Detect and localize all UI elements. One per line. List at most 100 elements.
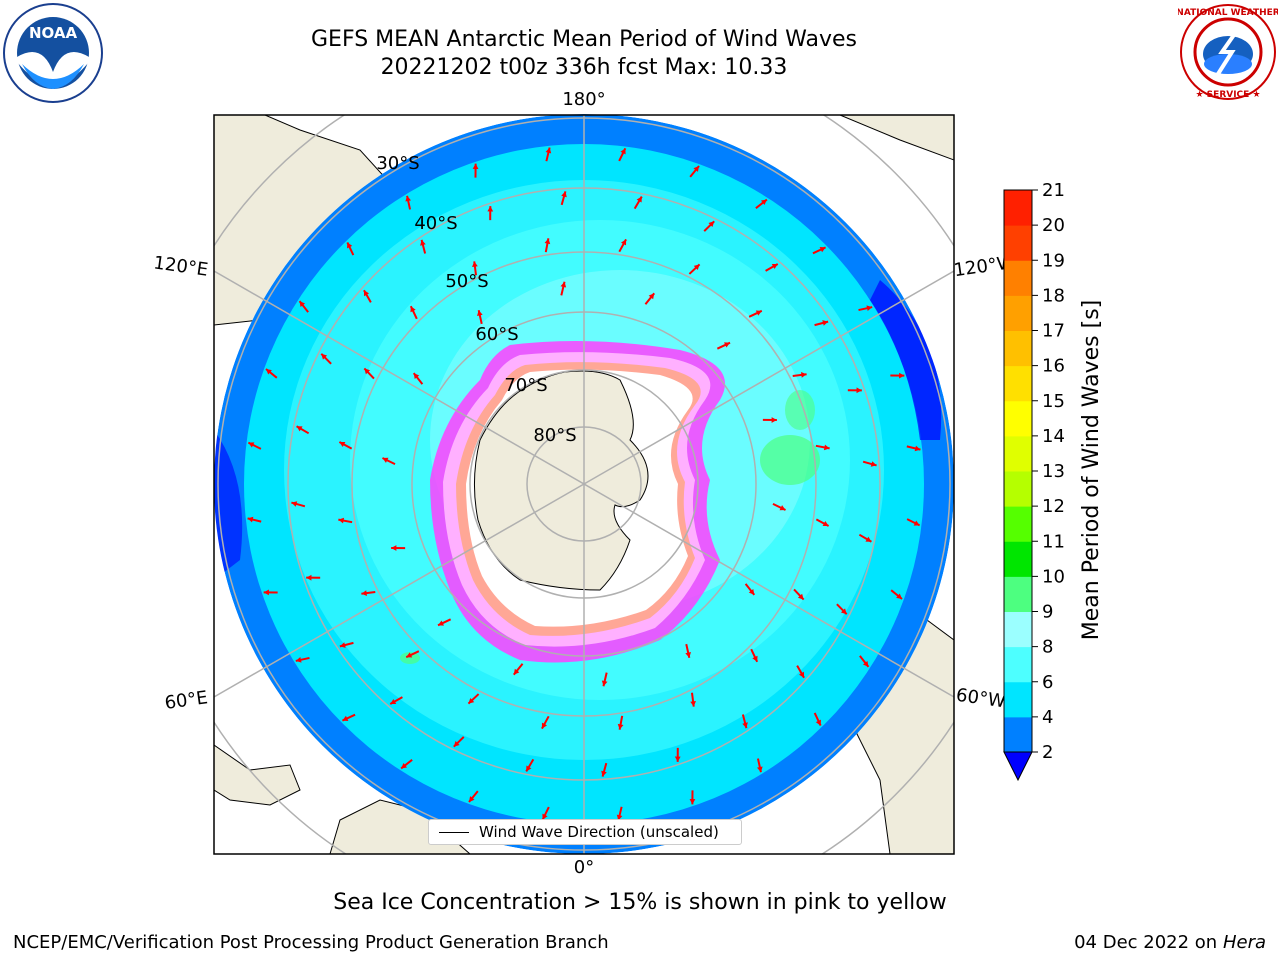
wind-arrow-head [542,813,548,820]
wind-arrow-head [265,368,272,375]
wind-arrow-head [823,444,830,451]
wind-arrow-head [468,697,475,704]
wind-arrow-head [840,608,847,615]
wind-arrow-head [865,536,872,542]
colorbar-segment [1004,330,1032,367]
legend-line-swatch [439,832,469,833]
colorbar-tick-label: 4 [1042,707,1053,728]
lat-label-80s: 80°S [533,425,576,446]
noaa-logo: NOAA [3,3,103,103]
wind-arrow-head [413,373,420,380]
wind-arrow-head [748,588,755,595]
footer-branch: NCEP/EMC/Verification Post Processing Pr… [13,932,609,953]
colorbar-tick-label: 6 [1042,672,1053,693]
lat-label-70s: 70°S [504,375,547,396]
colorbar-tick-label: 15 [1042,391,1065,412]
colorbar-segment [1004,260,1032,296]
wind-arrow-head [771,417,777,423]
colorbar-tick-label: 11 [1042,531,1065,552]
wind-arrow-head [617,723,624,730]
wind-arrow-head [689,799,696,805]
wind-arrow-head [248,442,255,448]
svg-text:NATIONAL WEATHER: NATIONAL WEATHER [1178,8,1278,18]
wind-arrow-head [437,620,444,626]
wind-arrow-head [674,756,681,762]
wind-arrow-head [364,368,371,375]
colorbar-segment [1004,400,1032,437]
wind-arrow-field [247,147,921,821]
wind-arrow-head [771,263,778,270]
colorbar-segment [1004,541,1032,577]
colorbar-label: Mean Period of Wind Waves [s] [1079,300,1104,640]
wind-arrow-head [561,191,567,198]
wind-arrow-head [339,441,346,448]
wind-arrow-head [620,148,626,155]
wind-arrow-head [870,461,877,467]
wind-arrow-head [798,671,805,678]
lon-label-120e: 120°E [152,252,209,280]
wind-arrow-head [361,590,367,596]
wind-arrow-head [541,722,548,729]
wind-arrow-head [420,239,426,246]
graticule [214,115,954,854]
lon-label-0: 0° [574,857,594,878]
map-frame [213,114,955,855]
wind-arrow-head [487,206,494,212]
colorbar-tick-label: 19 [1042,250,1065,271]
wind-arrow-head [295,657,302,663]
wind-arrow-head [321,353,328,360]
wind-arrow-head [405,195,411,202]
wind-arrow-head [468,796,475,803]
wind-arrow-head [760,199,767,206]
wind-arrow-head [472,261,478,267]
wind-arrow-head [545,147,552,154]
wind-arrow-head [693,264,700,271]
wind-arrow-head [406,652,413,658]
colorbar-segment [1004,295,1032,331]
wind-arrow-head [601,770,607,777]
colorbar: 21 20 19 18 17 16 15 14 13 12 11 10 9 8 6 4 2 Mean Perio… [1003,180,1104,782]
colorbar-tick-label: 8 [1042,637,1053,658]
wind-arrow-head [342,715,349,721]
wind-arrow-head [299,301,306,308]
colorbar-tick-label: 16 [1042,356,1065,377]
wind-arrow-head [708,221,715,228]
wind-arrow-head [338,517,345,524]
wind-arrow-head [779,505,786,511]
wind-arrow-head [801,372,807,378]
colorbar-tick-label: 20 [1042,215,1065,236]
wind-arrow-head [636,196,642,203]
colorbar-tick-label: 12 [1042,496,1065,517]
wind-arrow-head [685,652,691,658]
sea-ice-note: Sea Ice Concentration > 15% is shown in … [333,890,947,915]
map-legend: Wind Wave Direction (unscaled) [428,819,742,845]
wind-arrow-head [620,239,627,246]
wind-arrow-head [363,290,370,297]
colorbar-tick-label: 13 [1042,461,1065,482]
wind-arrow-head [899,372,905,379]
chart-subtitle: 20221202 t00z 336h fcst Max: 10.33 [380,55,788,80]
footer-date-text: 04 Dec 2022 on [1074,932,1218,953]
wind-arrow-head [616,814,623,821]
colorbar-segment [1004,646,1032,683]
wind-arrow-head [914,445,921,452]
wind-arrow-head [742,722,748,729]
wind-arrow-head [862,660,869,667]
wind-arrow-head [247,516,254,523]
wind-arrow-head [526,765,532,772]
wind-arrow-head [724,342,731,348]
wind-arrow-head [896,593,903,600]
wind-arrow-head [291,501,298,507]
wind-arrow-head [391,545,397,551]
colorbar-segment [1004,506,1032,542]
colorbar-segment [1004,365,1032,402]
legend-label: Wind Wave Direction (unscaled) [479,823,719,841]
wind-arrow-head [513,668,520,675]
colorbar-tick-label: 2 [1042,742,1053,763]
wind-arrow-head [390,698,397,705]
wind-arrow-head [601,680,608,687]
wind-arrow-head [401,762,408,769]
wind-arrow-head [913,520,920,526]
colorbar-under-extension [1003,751,1033,782]
